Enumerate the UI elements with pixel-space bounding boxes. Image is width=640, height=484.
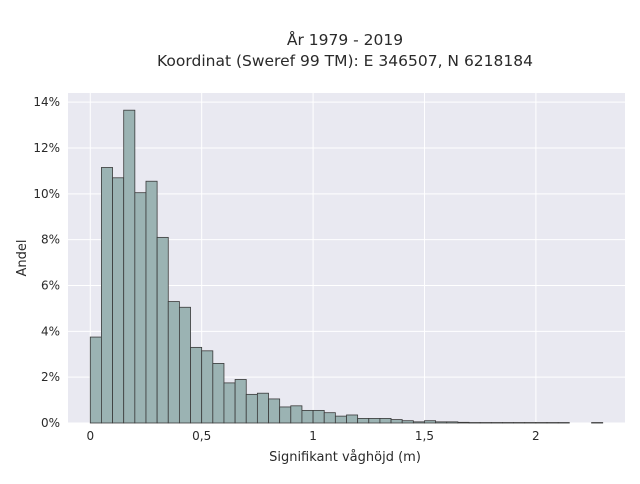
histogram-bar — [435, 421, 448, 424]
histogram-bar — [212, 363, 225, 424]
histogram-bar — [479, 422, 492, 424]
histogram-bar — [412, 421, 425, 424]
histogram-bar — [591, 422, 604, 424]
histogram-bar — [167, 301, 180, 424]
y-tick-label: 2% — [41, 370, 60, 384]
y-tick-label: 0% — [41, 416, 60, 430]
histogram-bar — [201, 350, 214, 424]
y-axis-label: Andel — [15, 240, 30, 277]
histogram-bar — [223, 382, 236, 424]
histogram-bar — [178, 306, 191, 424]
histogram-bars — [89, 109, 604, 424]
y-tick-label: 14% — [33, 95, 60, 109]
histogram-bar — [457, 421, 470, 424]
histogram-bar — [502, 422, 514, 424]
histogram-bar — [446, 421, 459, 424]
chart-title-line2: Koordinat (Sweref 99 TM): E 346507, N 62… — [157, 52, 533, 70]
histogram-bar — [256, 392, 269, 424]
histogram-bar — [245, 393, 258, 424]
y-tick-label: 12% — [33, 141, 60, 155]
histogram-bar — [346, 414, 359, 424]
histogram-bar — [268, 398, 281, 424]
x-tick-label: 0,5 — [192, 429, 211, 443]
histogram-bar — [513, 422, 526, 424]
histogram-bar — [101, 167, 113, 424]
x-tick-label: 1,5 — [415, 429, 434, 443]
histogram-bar — [379, 418, 392, 424]
chart-title-line1: År 1979 - 2019 — [287, 30, 403, 49]
histogram-bar — [190, 346, 203, 424]
histogram-bar — [323, 412, 336, 424]
histogram-bar — [112, 177, 125, 424]
histogram-bar — [546, 422, 559, 424]
histogram-bar — [334, 415, 347, 424]
histogram-bar — [234, 379, 247, 424]
histogram-bar — [357, 418, 370, 424]
y-tick-label: 4% — [41, 324, 60, 338]
histogram-bar — [557, 422, 570, 424]
histogram-bar — [123, 109, 136, 424]
x-tick-label: 2 — [532, 429, 540, 443]
histogram-bar — [279, 406, 292, 424]
y-tick-label: 6% — [41, 279, 60, 293]
axis-ticks: 0% 2% 4% 6% 8% 10% 12% 14% 0 0,5 1 1,5 2 — [33, 95, 539, 443]
histogram-bar — [535, 422, 548, 424]
histogram-bar — [368, 418, 381, 424]
x-tick-label: 1 — [309, 429, 317, 443]
histogram-bar — [524, 422, 537, 424]
histogram-bar — [312, 409, 325, 424]
histogram-bar — [145, 180, 158, 424]
histogram-bar — [89, 336, 102, 424]
histogram-bar — [156, 236, 169, 424]
x-tick-label: 0 — [86, 429, 94, 443]
y-tick-label: 10% — [33, 187, 60, 201]
histogram-bar — [290, 405, 303, 424]
histogram-bar — [424, 420, 437, 424]
histogram-bar — [134, 192, 147, 424]
histogram-bar — [301, 409, 314, 424]
histogram-bar — [468, 422, 481, 424]
x-axis-label: Signifikant våghöjd (m) — [269, 450, 421, 465]
histogram-bar — [490, 422, 503, 424]
histogram-bar — [401, 420, 414, 424]
histogram-bar — [390, 419, 403, 424]
y-tick-label: 8% — [41, 233, 60, 247]
